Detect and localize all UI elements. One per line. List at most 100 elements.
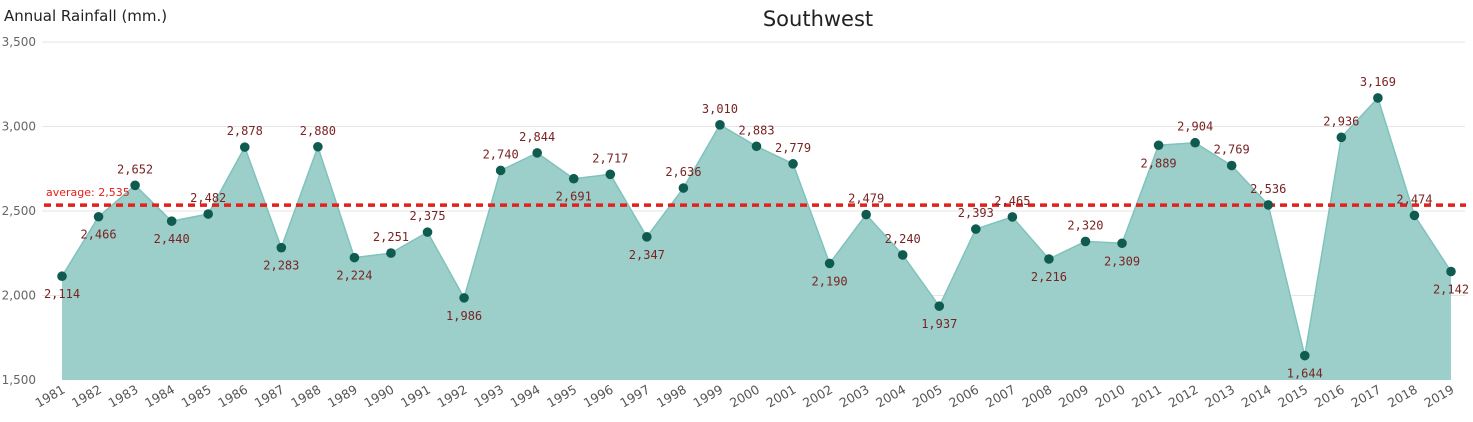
data-point-2019	[1446, 266, 1456, 277]
data-label-1996: 2,717	[592, 151, 628, 165]
data-point-2012	[1190, 137, 1200, 148]
data-point-1993	[495, 165, 506, 176]
x-tick-label: 1995	[544, 382, 579, 411]
data-label-1999: 3,010	[702, 102, 738, 116]
data-point-1984	[166, 216, 177, 226]
data-label-1997: 2,347	[629, 248, 665, 262]
data-point-2013	[1226, 160, 1237, 171]
x-tick-label: 2004	[873, 382, 908, 411]
y-tick-label: 1,500	[2, 373, 36, 387]
data-point-2006	[971, 224, 981, 234]
y-axis-title: Annual Rainfall (mm.)	[4, 7, 167, 25]
x-tick-label: 1981	[32, 382, 67, 411]
data-label-2002: 2,190	[812, 274, 848, 288]
data-point-1983	[130, 180, 140, 191]
x-tick-label: 2000	[727, 382, 762, 411]
data-point-1992	[459, 293, 469, 303]
data-point-1982	[93, 211, 104, 222]
data-label-2018: 2,474	[1396, 192, 1432, 206]
data-point-1996	[605, 169, 616, 180]
data-point-1986	[239, 142, 250, 152]
x-tick-label: 2009	[1056, 382, 1091, 411]
x-tick-label: 2010	[1092, 382, 1127, 411]
data-point-2003	[861, 209, 871, 220]
data-label-1986: 2,878	[227, 124, 263, 138]
data-label-2006: 2,393	[958, 206, 994, 220]
x-tick-label: 2018	[1385, 382, 1420, 411]
x-tick-label: 1988	[288, 382, 323, 411]
data-point-2010	[1117, 238, 1127, 249]
data-label-1998: 2,636	[665, 165, 701, 179]
data-label-1988: 2,880	[300, 124, 336, 138]
y-tick-label: 2,000	[2, 289, 36, 303]
data-point-1995	[568, 173, 579, 184]
data-label-1984: 2,440	[154, 232, 190, 246]
data-label-2009: 2,320	[1067, 218, 1103, 232]
x-tick-label: 2017	[1348, 382, 1383, 411]
data-label-2003: 2,479	[848, 192, 884, 206]
data-label-1987: 2,283	[263, 259, 299, 273]
data-label-2007: 2,465	[994, 194, 1030, 208]
data-point-2004	[897, 250, 908, 260]
data-label-2005: 1,937	[921, 317, 957, 331]
data-label-2012: 2,904	[1177, 120, 1213, 134]
x-tick-label: 1985	[179, 382, 214, 411]
x-tick-label: 1998	[654, 382, 689, 411]
x-tick-label: 1999	[690, 382, 725, 411]
x-tick-label: 2008	[1019, 382, 1054, 411]
x-tick-label: 2015	[1275, 382, 1310, 411]
data-label-1995: 2,691	[556, 190, 592, 204]
x-tick-label: 1993	[471, 382, 506, 411]
data-label-2000: 2,883	[738, 123, 774, 137]
x-tick-label: 1991	[398, 382, 433, 411]
data-point-1988	[313, 141, 323, 152]
data-label-2010: 2,309	[1104, 254, 1140, 268]
x-tick-label: 1983	[106, 382, 141, 411]
x-tick-label: 2001	[764, 382, 799, 411]
data-point-2015	[1299, 350, 1310, 361]
data-label-2001: 2,779	[775, 141, 811, 155]
x-tick-label: 1989	[325, 382, 360, 411]
data-point-2011	[1153, 140, 1164, 151]
x-tick-label: 1992	[435, 382, 470, 411]
x-tick-label: 2005	[910, 382, 945, 411]
data-point-2008	[1044, 254, 1054, 264]
x-tick-label: 2016	[1312, 382, 1347, 411]
y-tick-label: 3,000	[2, 120, 36, 134]
data-point-2005	[934, 301, 945, 311]
average-label: average: 2,535	[46, 186, 130, 199]
x-tick-label: 1994	[508, 382, 543, 411]
x-tick-label: 1986	[215, 382, 250, 411]
data-label-1982: 2,466	[80, 228, 116, 242]
data-point-1998	[678, 183, 689, 193]
data-point-2009	[1080, 236, 1091, 247]
data-label-2011: 2,889	[1141, 156, 1177, 170]
data-point-1997	[642, 232, 652, 242]
data-label-2013: 2,769	[1214, 143, 1250, 157]
data-point-2002	[824, 258, 835, 269]
x-tick-label: 1984	[142, 382, 177, 411]
data-point-1991	[422, 227, 433, 237]
area-series	[61, 96, 1452, 380]
x-axis: 1981 1982 1983 1984 1985 1986 1987 1988 1989 1990…	[32, 382, 1456, 411]
data-label-1992: 1,986	[446, 309, 482, 323]
x-tick-label: 1987	[252, 382, 287, 411]
data-label-2017: 3,169	[1360, 75, 1396, 89]
x-tick-label: 2006	[946, 382, 981, 411]
data-point-1999	[715, 120, 725, 130]
x-tick-label: 2011	[1129, 382, 1164, 411]
data-point-1981	[57, 271, 67, 282]
rainfall-area	[62, 97, 1451, 380]
data-point-1994	[532, 148, 542, 158]
data-label-2016: 2,936	[1323, 114, 1359, 128]
data-point-2001	[788, 159, 798, 169]
average-reference: average: 2,535	[44, 186, 1466, 207]
data-point-2018	[1409, 210, 1420, 221]
data-label-2008: 2,216	[1031, 270, 1067, 284]
data-labels: 2,114 2,466 2,652 2,440 2,482 2,878 2,283 2,880…	[44, 75, 1469, 381]
data-point-2007	[1007, 212, 1018, 222]
data-label-2015: 1,644	[1287, 367, 1323, 381]
x-tick-label: 1982	[69, 382, 104, 411]
